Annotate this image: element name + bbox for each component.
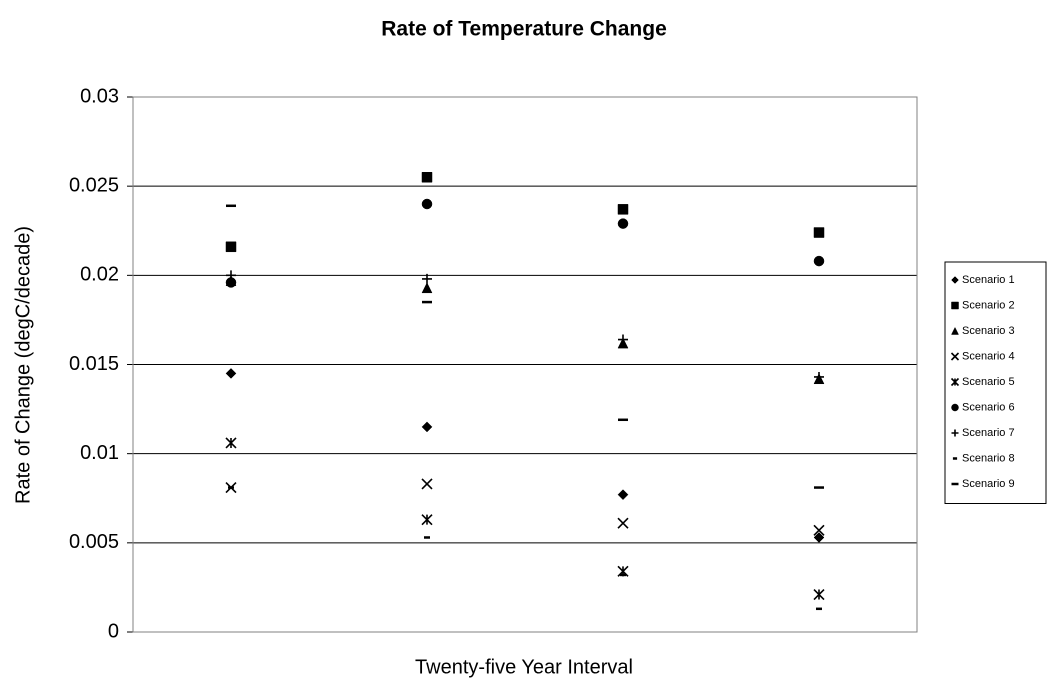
- data-point: [813, 532, 825, 543]
- y-tick-label: 0.01: [80, 442, 119, 464]
- data-point: [421, 198, 433, 210]
- legend-label: Scenario 5: [962, 376, 1015, 388]
- y-tick-label: 0.015: [69, 353, 119, 375]
- legend-box: [944, 261, 1047, 504]
- data-point: [421, 172, 433, 183]
- legend-label: Scenario 1: [962, 274, 1015, 286]
- data-point: [225, 241, 237, 253]
- data-point: [225, 368, 237, 379]
- data-point: [617, 517, 629, 529]
- data-point: [617, 204, 629, 215]
- y-tick-label: 0.025: [69, 174, 119, 196]
- legend-marker: [951, 326, 959, 335]
- y-tick-label: 0: [108, 620, 119, 642]
- legend-marker: [951, 301, 959, 310]
- legend-label: Scenario 9: [962, 478, 1015, 490]
- legend-label: Scenario 3: [962, 325, 1015, 337]
- legend-label: Scenario 8: [962, 452, 1015, 464]
- legend-marker: [951, 276, 959, 284]
- data-point: [813, 588, 825, 601]
- legend-marker: [950, 377, 960, 387]
- legend-label: Scenario 7: [962, 427, 1015, 439]
- data-point: [225, 277, 237, 288]
- y-tick-label: 0.03: [80, 85, 119, 107]
- plot-border: [132, 96, 918, 633]
- data-point: [225, 437, 237, 449]
- legend-marker: [951, 429, 959, 437]
- data-point: [421, 421, 433, 433]
- legend-marker: [950, 352, 960, 361]
- legend-label: Scenario 6: [962, 401, 1015, 413]
- x-axis-label: Twenty-five Year Interval: [415, 656, 633, 678]
- data-point: [814, 371, 824, 382]
- data-point: [617, 218, 629, 229]
- data-point: [813, 227, 825, 238]
- data-point: [421, 478, 433, 490]
- data-point: [422, 273, 432, 284]
- data-point: [421, 514, 433, 526]
- data-point: [421, 282, 433, 294]
- y-tick-label: 0.02: [80, 264, 119, 286]
- data-point: [226, 270, 236, 281]
- y-tick-label: 0.005: [69, 531, 119, 553]
- legend-label: Scenario 2: [962, 299, 1015, 311]
- data-point: [617, 489, 629, 501]
- legend-label: Scenario 4: [962, 350, 1015, 362]
- legend-marker: [951, 403, 959, 412]
- data-point: [813, 255, 825, 267]
- data-point: [813, 524, 825, 536]
- data-point: [618, 334, 628, 345]
- y-axis-label: Rate of Change (degC/decade): [12, 226, 34, 504]
- chart-title: Rate of Temperature Change: [381, 18, 667, 41]
